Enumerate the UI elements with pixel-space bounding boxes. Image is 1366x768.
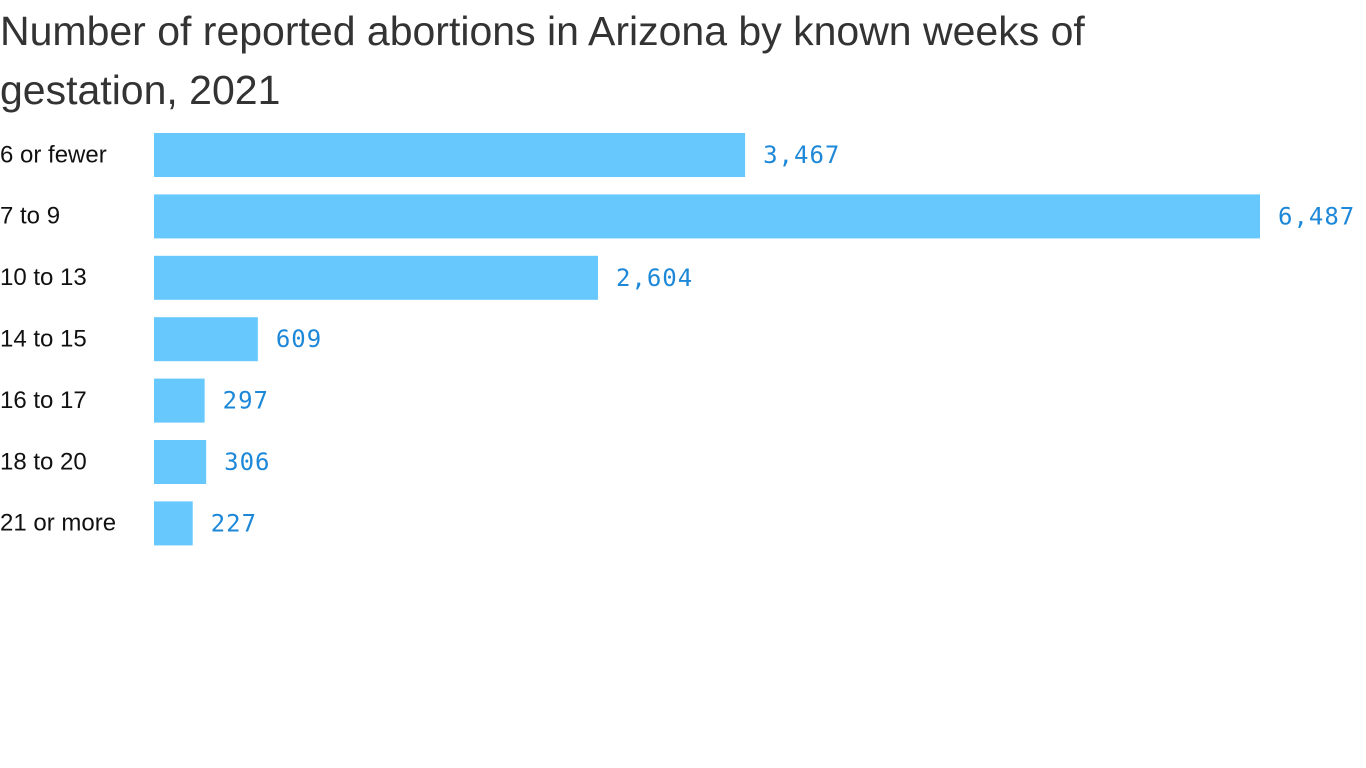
value-label: 6,487 [1278,202,1355,230]
value-label: 297 [223,387,269,415]
bar [154,317,258,362]
value-label: 227 [211,509,257,537]
value-label: 306 [224,448,270,476]
bar [154,133,746,177]
category-label: 16 to 17 [0,387,87,414]
category-label: 21 or more [0,510,116,537]
value-label: 2,604 [616,264,693,292]
chart-title: Number of reported abortions in Arizona … [0,8,1085,113]
category-label: 6 or fewer [0,141,107,168]
value-label: 609 [276,325,322,353]
category-label: 18 to 20 [0,448,87,475]
category-label: 14 to 15 [0,326,87,353]
category-label: 7 to 9 [0,203,60,230]
value-label: 3,467 [763,141,840,169]
bar [154,378,205,423]
bar [154,255,598,300]
category-label: 10 to 13 [0,264,87,291]
bar [154,440,207,484]
bar [154,194,1260,239]
bar [154,501,193,546]
